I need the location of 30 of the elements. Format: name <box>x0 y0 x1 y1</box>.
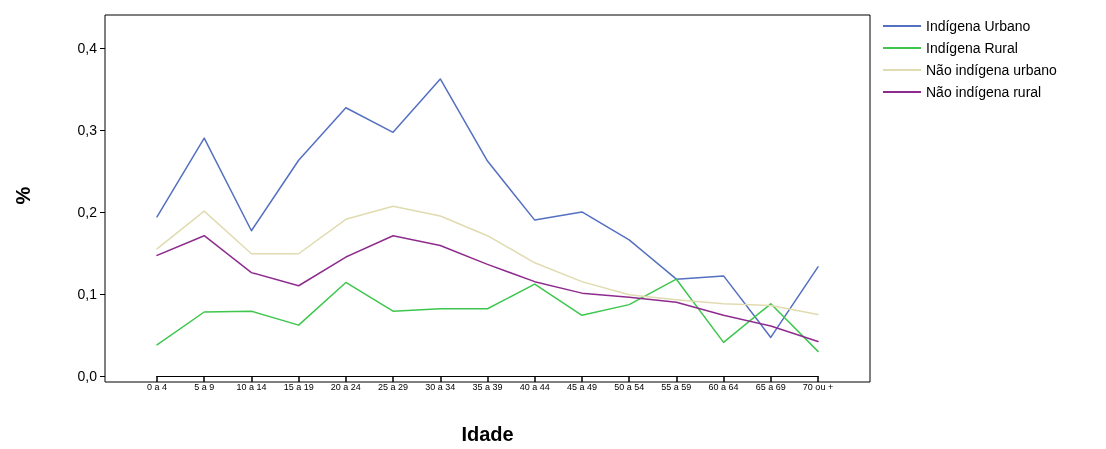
y-axis-title: % <box>12 186 34 205</box>
x-tick-label: 70 ou + <box>802 381 834 392</box>
x-tick-label: 35 a 39 <box>472 381 503 392</box>
x-tick-label: 15 a 19 <box>283 381 314 392</box>
y-tick-label: 0,4 <box>77 39 98 56</box>
legend-label: Não indígena urbano <box>926 62 1057 78</box>
line-series <box>156 234 819 343</box>
x-axis-title: Idade <box>461 423 514 445</box>
x-tick-label: 5 a 9 <box>194 381 215 392</box>
x-tick-label: 60 a 64 <box>708 381 739 392</box>
x-tick-label: 55 a 59 <box>661 381 692 392</box>
x-tick-label: 45 a 49 <box>566 381 597 392</box>
legend-label: Indígena Rural <box>926 40 1018 56</box>
line-series <box>156 205 819 316</box>
x-tick-label: 20 a 24 <box>330 381 361 392</box>
y-tick-label: 0,0 <box>77 368 98 384</box>
x-tick-label: 10 a 14 <box>236 381 267 392</box>
x-tick-label: 40 a 44 <box>519 381 550 392</box>
y-tick-label: 0,1 <box>77 285 98 302</box>
y-tick-label: 0,2 <box>77 203 98 220</box>
line-series <box>156 278 819 353</box>
x-tick-label: 65 a 69 <box>755 381 786 392</box>
x-tick-label: 50 a 54 <box>614 381 645 392</box>
legend-label: Não indígena rural <box>926 84 1042 100</box>
x-tick-label: 0 a 4 <box>146 381 168 392</box>
x-tick-label: 25 a 29 <box>378 381 409 392</box>
x-tick-label: 30 a 34 <box>425 381 456 392</box>
y-tick-label: 0,3 <box>77 121 98 138</box>
legend-label: Indígena Urbano <box>926 18 1031 34</box>
line-series <box>156 78 819 339</box>
